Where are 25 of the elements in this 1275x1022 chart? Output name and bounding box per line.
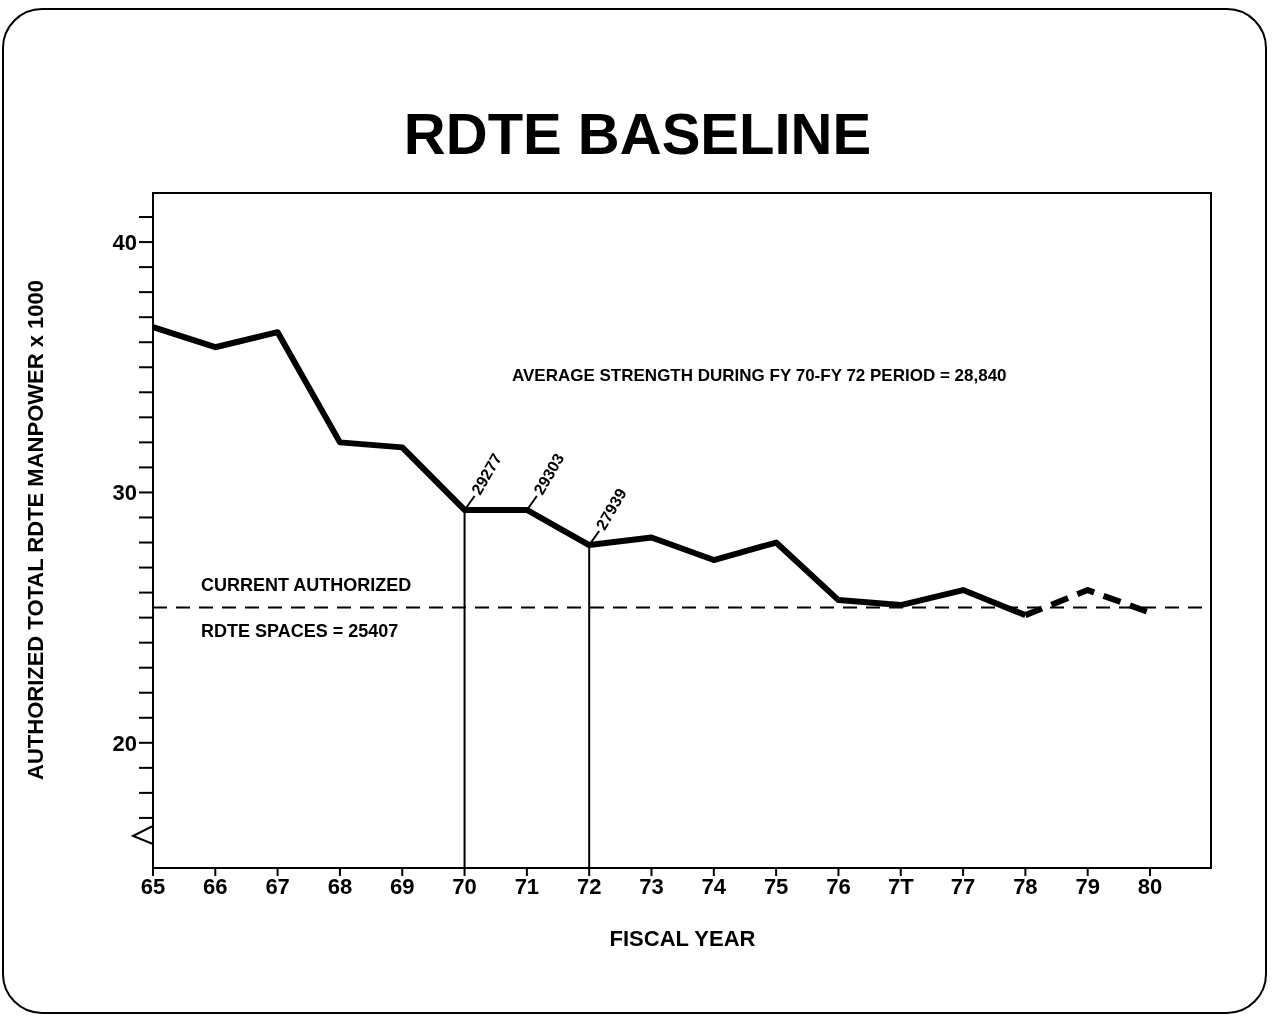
x-tick-label: 66 bbox=[203, 873, 228, 899]
y-axis-title: AUTHORIZED TOTAL RDTE MANPOWER x 1000 bbox=[22, 280, 48, 780]
y-tick-label: 40 bbox=[112, 229, 137, 255]
x-tick-label: 69 bbox=[390, 873, 415, 899]
text: CURRENT AUTHORIZED RDTE SPACES = 25407 bbox=[201, 575, 412, 642]
x-tick-label: 7T bbox=[887, 873, 915, 899]
x-axis-title: FISCAL YEAR bbox=[609, 926, 756, 951]
x-tick-label: 80 bbox=[1137, 873, 1163, 899]
x-tick-label: 71 bbox=[514, 873, 540, 899]
x-tick-label: 77 bbox=[950, 873, 976, 899]
x-tick-label: 75 bbox=[763, 873, 789, 899]
x-tick-label: 73 bbox=[639, 873, 664, 899]
x-tick-label: 68 bbox=[327, 873, 353, 899]
x-tick-label: 76 bbox=[826, 873, 851, 899]
chart-title: RDTE BASELINE bbox=[402, 100, 873, 167]
x-tick-label: 72 bbox=[576, 873, 602, 899]
annotation: AVERAGE STRENGTH DURING FY 70-FY 72 PERIOD = 28,840 bbox=[512, 366, 1007, 386]
x-tick-label: 74 bbox=[701, 873, 727, 899]
y-tick-label: 20 bbox=[112, 730, 137, 756]
x-tick-label: 70 bbox=[452, 873, 477, 899]
y-tick-label: 30 bbox=[112, 480, 137, 506]
x-tick-label: 79 bbox=[1075, 873, 1100, 899]
x-tick-label: 65 bbox=[140, 873, 166, 899]
x-tick-label: 67 bbox=[265, 873, 290, 899]
x-tick-label: 78 bbox=[1013, 873, 1038, 899]
